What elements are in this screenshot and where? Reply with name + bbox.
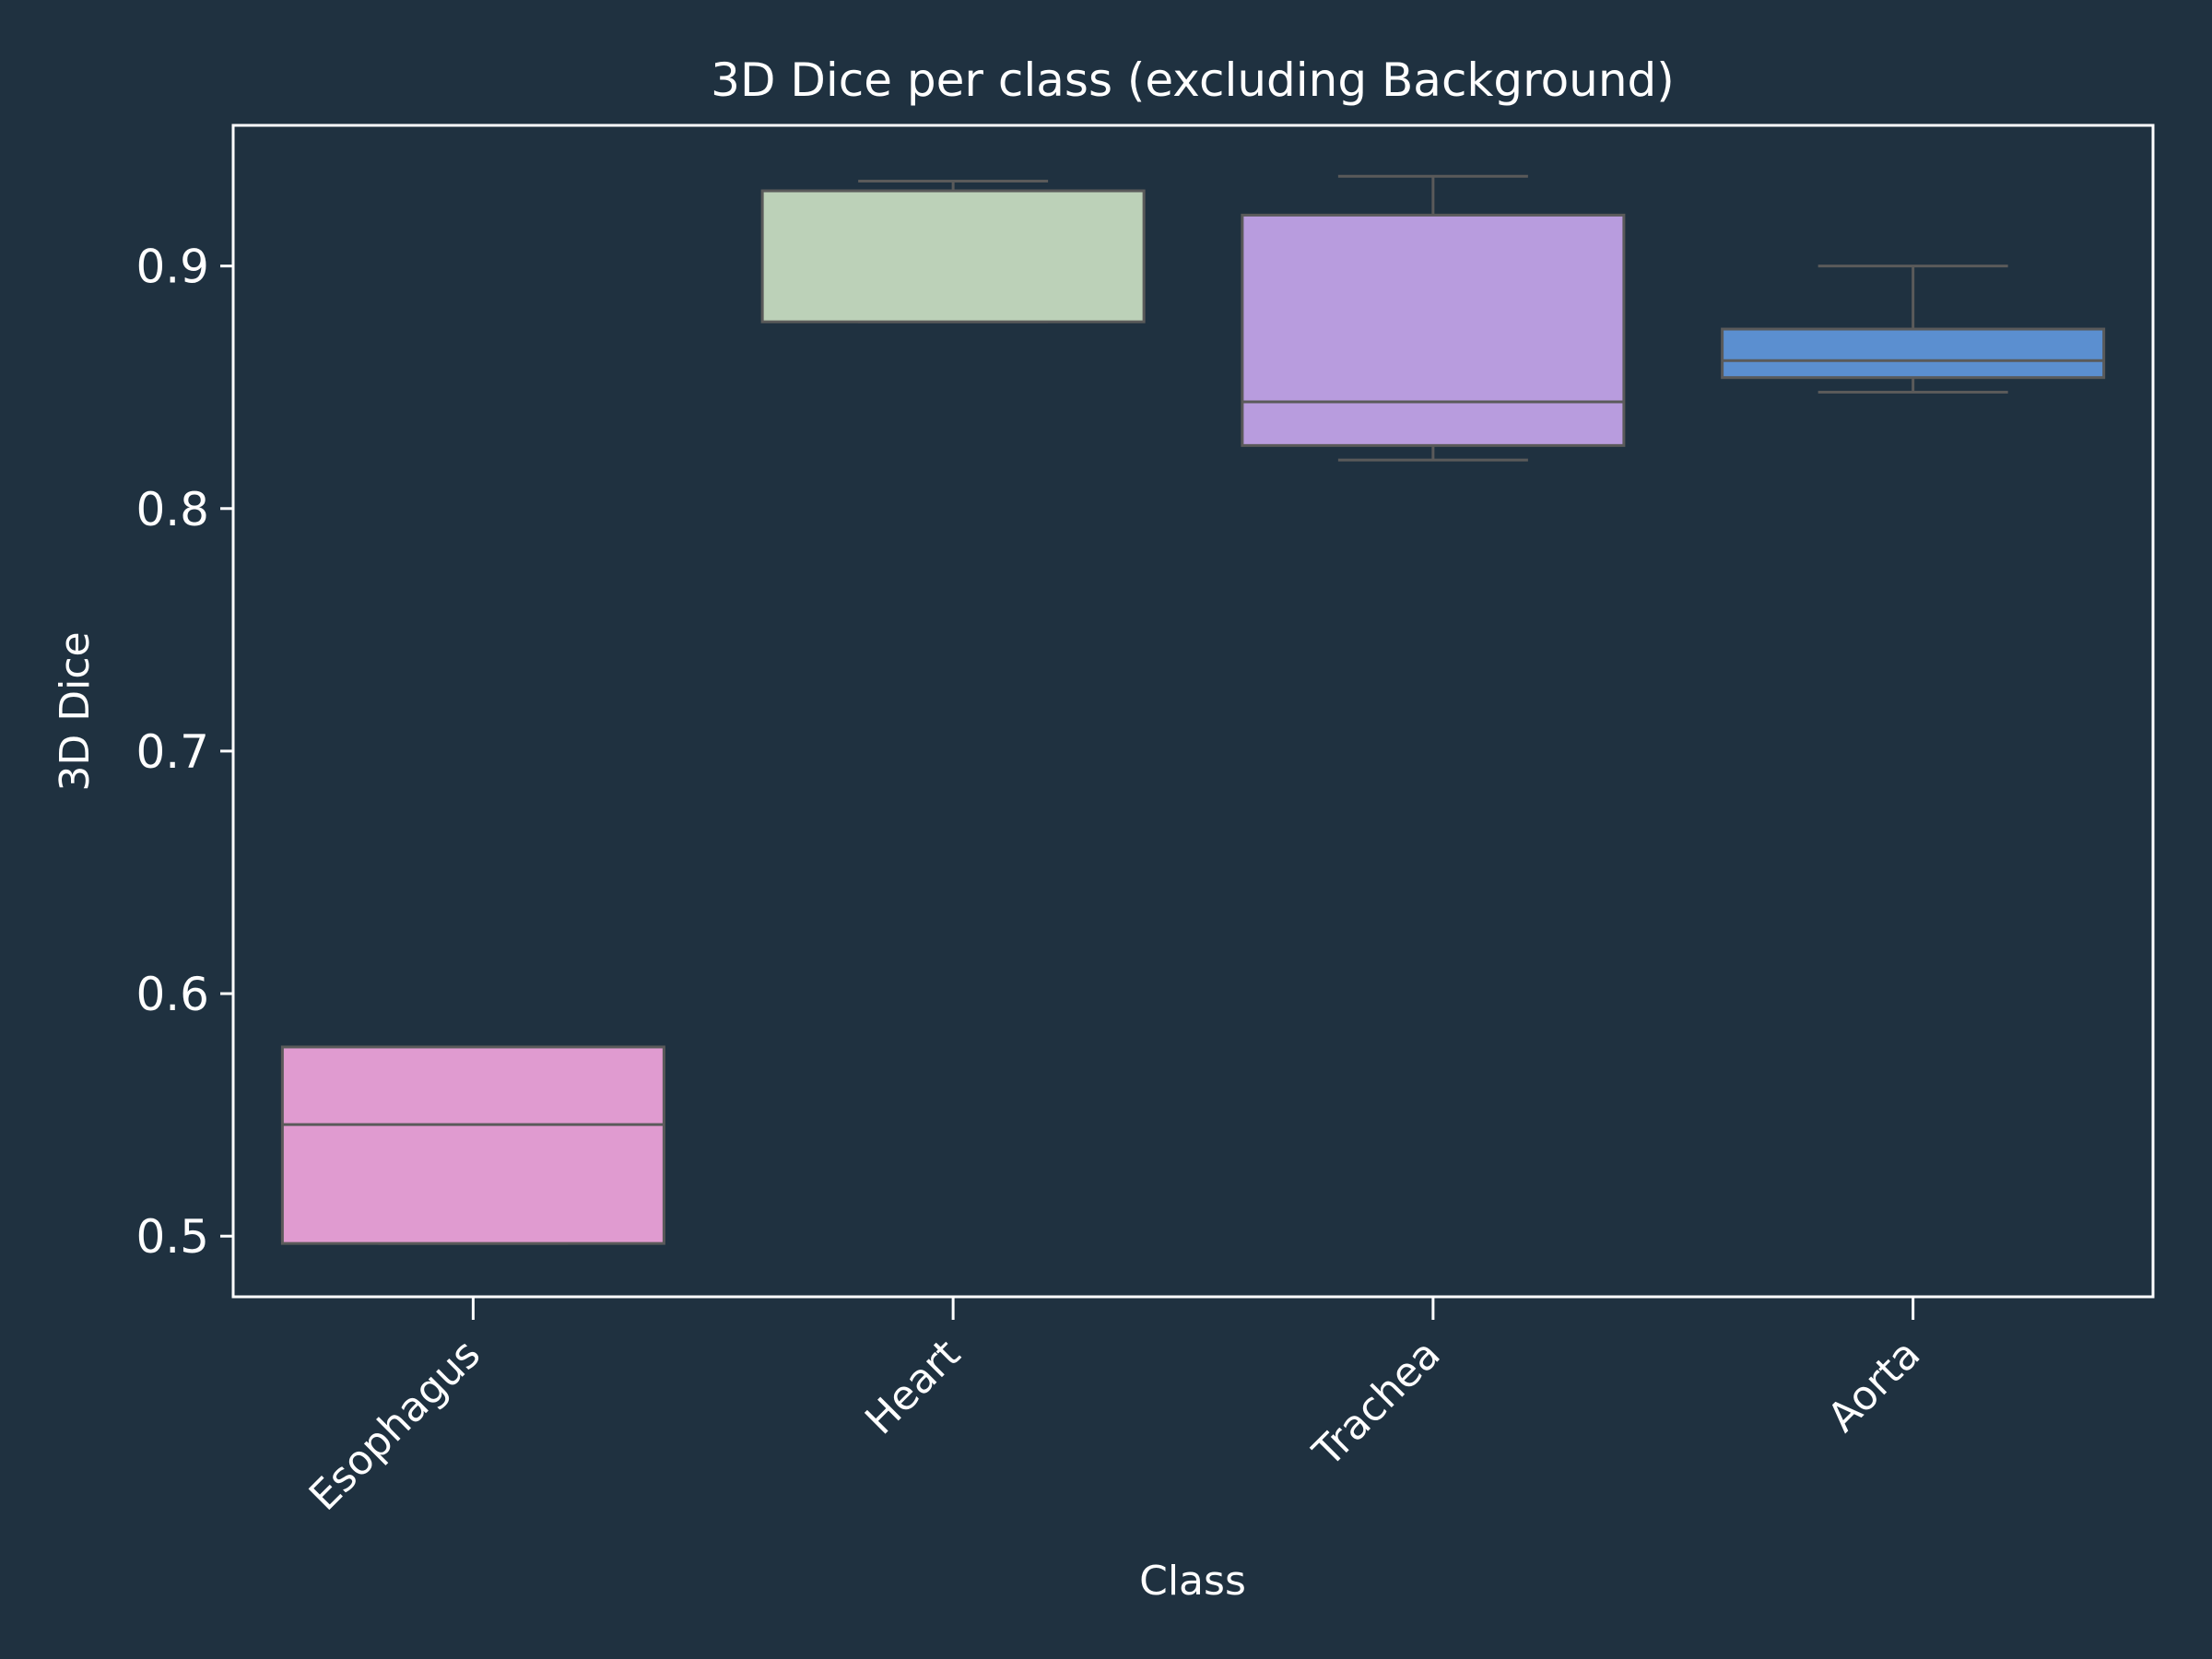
y-axis-title: 3D Dice: [52, 631, 99, 791]
x-axis-title: Class: [1139, 1558, 1246, 1605]
y-tick-label: 0.7: [135, 725, 209, 779]
plot-area: [280, 174, 2106, 1245]
y-tick-label: 0.9: [135, 241, 209, 294]
box-group-esophagus: [280, 1045, 665, 1245]
plot-frame: [231, 124, 2155, 1299]
y-tick-label: 0.6: [135, 968, 209, 1021]
box-esophagus: [280, 1045, 665, 1245]
chart-title: 3D Dice per class (excluding Background): [711, 53, 1675, 107]
y-tick-label: 0.8: [135, 483, 209, 536]
box-aorta: [1721, 327, 2106, 380]
box-group-heart: [760, 180, 1146, 324]
y-tick-label: 0.5: [135, 1210, 209, 1264]
y-axis: 0.5 0.6 0.7 0.8 0.9: [135, 241, 233, 1264]
box-trachea: [1241, 213, 1626, 447]
box-heart: [760, 189, 1146, 324]
box-group-aorta: [1721, 265, 2106, 394]
box-group-trachea: [1241, 174, 1626, 462]
